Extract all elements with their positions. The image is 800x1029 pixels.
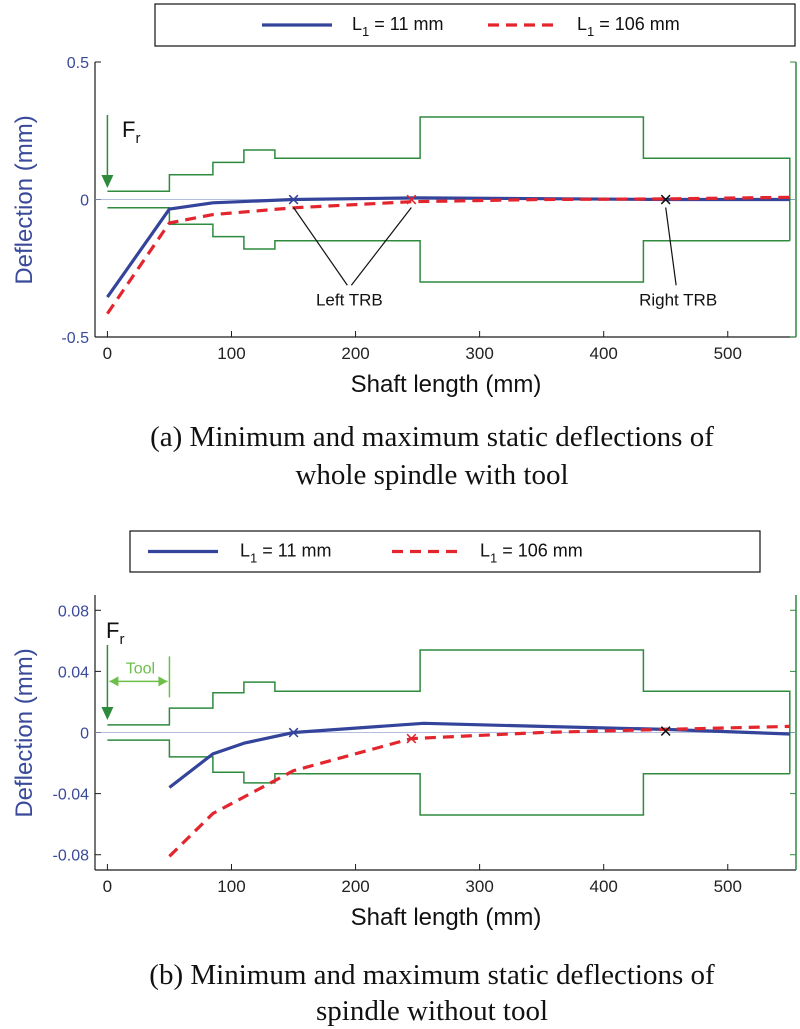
caption-line-2: whole spindle with tool xyxy=(295,459,568,491)
shaft-outline-upper xyxy=(107,116,791,241)
caption-line-2: spindle without tool xyxy=(316,995,548,1027)
series-line-2 xyxy=(106,195,790,315)
x-tick-label: 300 xyxy=(465,344,493,363)
legend: L1 = 11 mm L1 = 106 mm xyxy=(129,530,761,573)
bearing-marker-2: × xyxy=(405,726,418,751)
y-tick-label: -0.08 xyxy=(53,848,90,865)
legend-label-2: L1 = 106 mm xyxy=(577,14,680,39)
annotation-leader xyxy=(665,207,677,286)
x-tick-label: 400 xyxy=(590,344,618,363)
x-tick-label: 100 xyxy=(217,877,245,896)
x-tick-label: 200 xyxy=(341,344,369,363)
shaft-outline-upper xyxy=(107,649,791,774)
bearing-marker-2: × xyxy=(405,187,418,212)
x-tick-label: 500 xyxy=(714,877,742,896)
tool-arrow-left xyxy=(109,676,119,687)
axes: 0.08 0.04 0 -0.04 -0.08 0 100 200 300 400 500 xyxy=(53,595,797,896)
force-label: Fr xyxy=(122,117,140,147)
shaft-outline-lower xyxy=(107,207,790,283)
axes: 0.5 0 -0.5 0 100 200 300 400 500 xyxy=(61,55,797,363)
series-line-1 xyxy=(168,721,790,789)
series-line-1 xyxy=(106,196,790,299)
y-axis-title: Deflection (mm) xyxy=(11,115,38,284)
legend-box xyxy=(129,530,761,573)
y-tick-label: -0.04 xyxy=(53,787,90,804)
x-tick-label: 300 xyxy=(465,877,493,896)
y-tick-label: 0.04 xyxy=(58,664,89,681)
chart-a: L1 = 11 mm L1 = 106 mm 0.5 0 -0.5 0 100 200 300 4… xyxy=(11,3,797,491)
x-axis-title: Shaft length (mm) xyxy=(351,371,542,398)
series-line-2 xyxy=(168,724,790,858)
bearing-marker-1: × xyxy=(287,187,300,212)
x-axis-title: Shaft length (mm) xyxy=(351,904,542,931)
bearing-marker-3: × xyxy=(659,718,672,743)
x-tick-label: 200 xyxy=(341,877,369,896)
annotation-label-2: Right TRB xyxy=(639,290,717,309)
bearing-marker-3: × xyxy=(659,187,672,212)
force-label: Fr xyxy=(106,618,124,648)
annotation-label-1: Left TRB xyxy=(316,290,383,309)
force-arrow-head xyxy=(101,175,114,188)
annotation-leader xyxy=(350,207,412,286)
y-axis-title: Deflection (mm) xyxy=(11,648,38,817)
x-tick-label: 500 xyxy=(714,344,742,363)
tool-arrow-right xyxy=(158,676,168,687)
annotation-leader xyxy=(293,207,348,286)
x-tick-label: 400 xyxy=(590,877,618,896)
x-tick-label: 0 xyxy=(103,877,112,896)
x-tick-label: 0 xyxy=(103,344,112,363)
bearing-marker-1: × xyxy=(287,720,300,745)
chart-b: L1 = 11 mm L1 = 106 mm 0.08 0.04 0 -0.04 -0.08… xyxy=(11,530,797,1027)
legend-box xyxy=(154,3,796,47)
x-tick-label: 100 xyxy=(217,344,245,363)
y-tick-label: 0.5 xyxy=(67,55,89,72)
legend-label-2: L1 = 106 mm xyxy=(480,541,583,566)
legend-label-1: L1 = 11 mm xyxy=(352,14,443,39)
y-tick-label: 0.08 xyxy=(58,603,89,620)
caption-line-1: (a) Minimum and maximum static deflectio… xyxy=(150,421,714,453)
y-tick-label: 0 xyxy=(80,726,89,743)
y-tick-label: -0.5 xyxy=(61,330,89,347)
legend: L1 = 11 mm L1 = 106 mm xyxy=(154,3,796,47)
tool-label: Tool xyxy=(126,660,155,677)
legend-label-1: L1 = 11 mm xyxy=(240,541,331,566)
force-arrow-head xyxy=(101,707,114,720)
shaft-outline-lower xyxy=(107,739,790,816)
caption-line-1: (b) Minimum and maximum static deflectio… xyxy=(149,959,715,991)
y-tick-label: 0 xyxy=(80,193,89,210)
